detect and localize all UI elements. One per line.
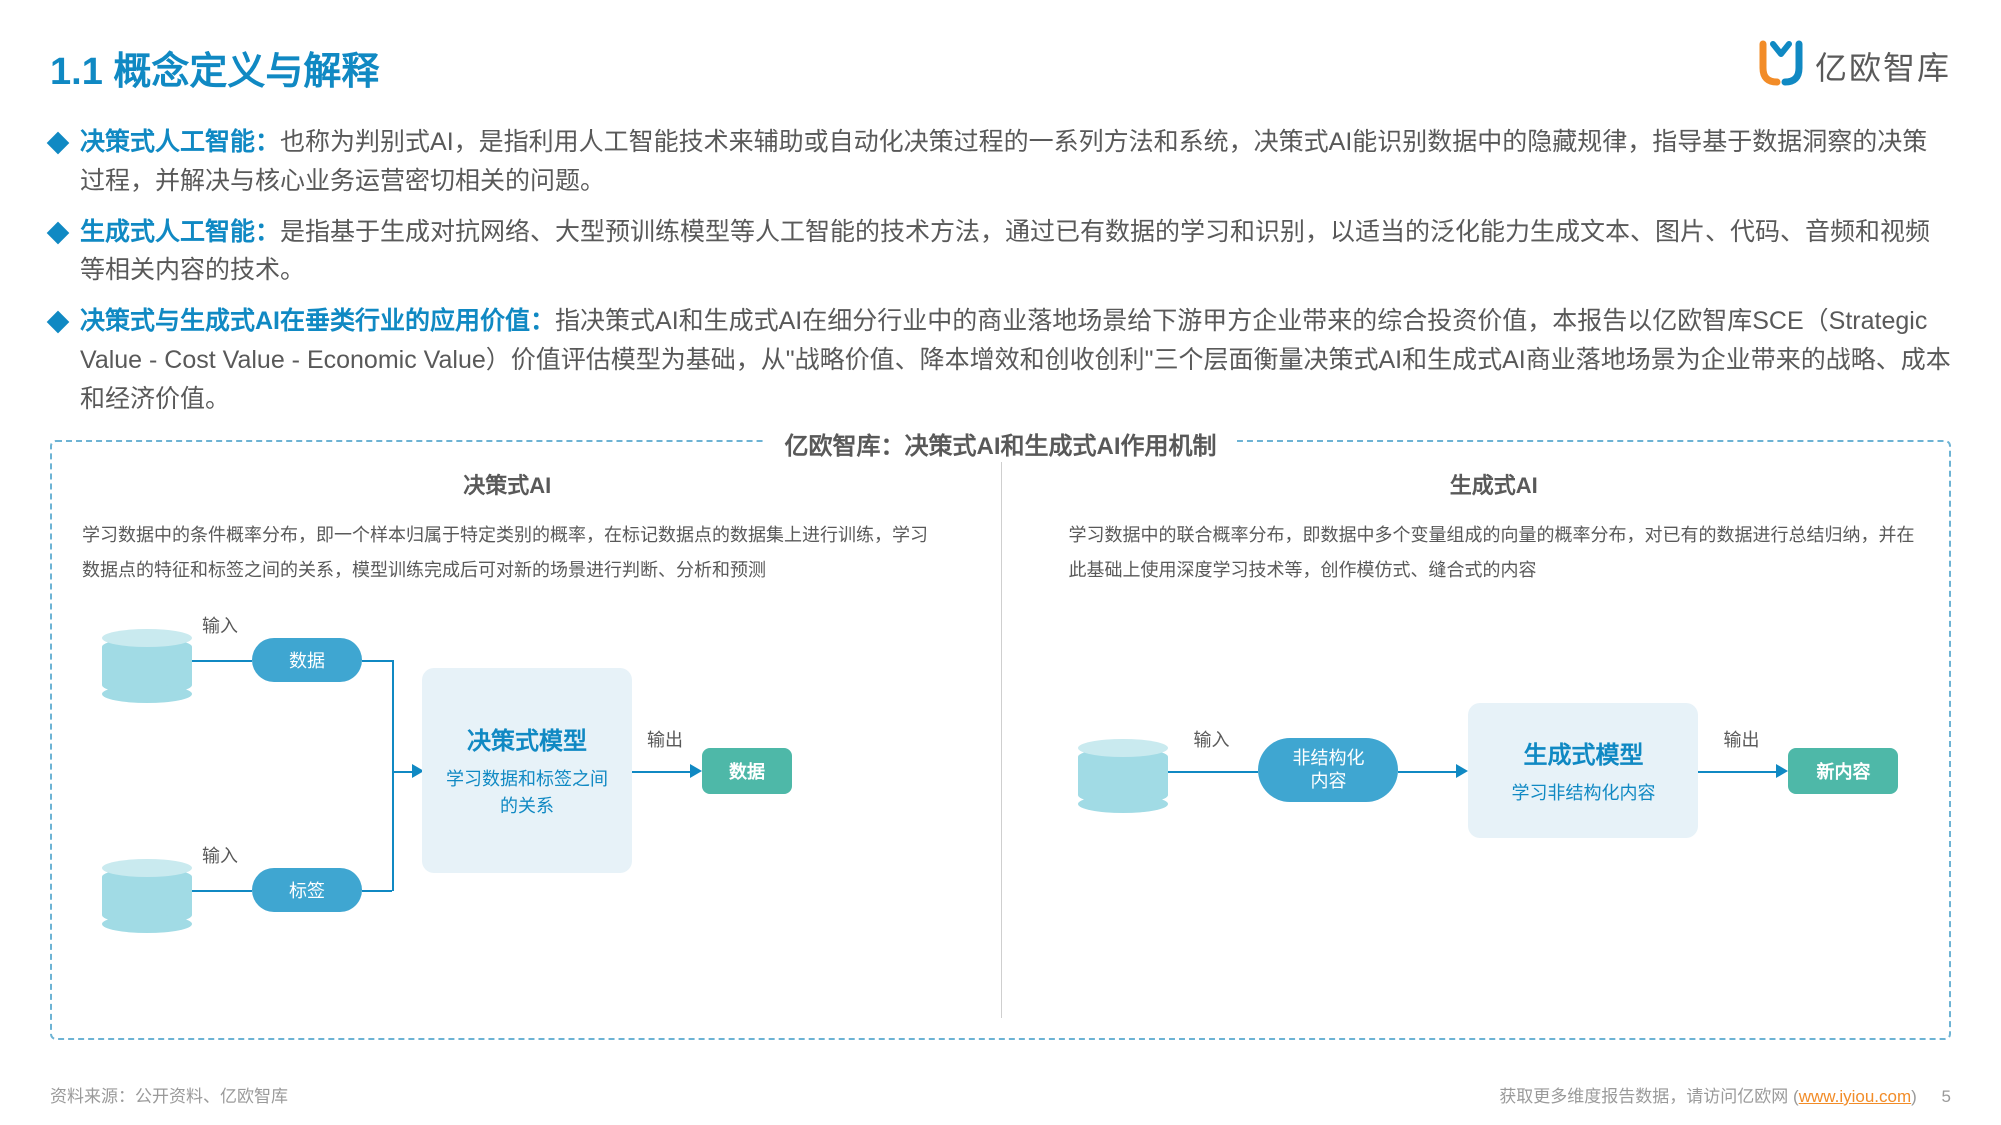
flow-line [1398,771,1456,773]
model-box-title: 决策式模型 [467,721,587,756]
edge-label: 输入 [202,612,238,638]
cylinder-icon [1078,748,1168,804]
footer: 资料来源：公开资料、亿欧智库 获取更多维度报告数据，请访问亿欧网 (www.iy… [50,1082,1951,1107]
arrowhead-icon [1456,764,1468,778]
edge-label: 输出 [647,726,683,752]
flow-line [392,660,394,891]
footer-right: 获取更多维度报告数据，请访问亿欧网 (www.iyiou.com) 5 [1499,1082,1951,1107]
right-panel: 生成式AI 学习数据中的联合概率分布，即数据中多个变量组成的向量的概率分布，对已… [1038,460,1949,1020]
left-panel-title: 决策式AI [82,468,933,500]
left-flow: 输入 输入 数据 标签 决策式模型 学习数据和标签之间的关系 输出 数据 [82,608,933,968]
footer-source: 资料来源：公开资料、亿欧智库 [50,1082,288,1107]
logo-icon [1755,40,1807,92]
model-box-sub: 学习数据和标签之间的关系 [442,766,612,820]
diamond-icon [47,311,70,334]
flow-line [1698,771,1776,773]
model-box-sub: 学习非结构化内容 [1511,780,1655,807]
flow-line [362,660,392,662]
data-pill: 数据 [252,638,362,682]
cylinder-icon [102,868,192,924]
cylinder-icon [102,638,192,694]
flow-line [632,771,690,773]
unstructured-pill: 非结构化 内容 [1258,738,1398,802]
flow-line [192,890,252,892]
divider-line [1001,462,1002,1018]
edge-label: 输入 [202,842,238,868]
edge-label: 输入 [1193,726,1229,752]
generative-model-box: 生成式模型 学习非结构化内容 [1468,703,1698,838]
brand-logo: 亿欧智库 [1755,40,1951,92]
footer-link-suffix: ) [1911,1087,1917,1106]
left-panel-desc: 学习数据中的条件概率分布，即一个样本归属于特定类别的概率，在标记数据点的数据集上… [82,518,933,588]
arrowhead-icon [690,764,702,778]
label-pill: 标签 [252,868,362,912]
diamond-icon [47,221,70,244]
flow-line [1168,771,1258,773]
right-flow: 输入 非结构化 内容 生成式模型 学习非结构化内容 输出 新内容 [1068,608,1919,968]
bullet-body: 是指基于生成对抗网络、大型预训练模型等人工智能的技术方法，通过已有数据的学习和识… [80,218,1930,285]
footer-link-prefix: 获取更多维度报告数据，请访问亿欧网 ( [1499,1087,1798,1106]
left-panel: 决策式AI 学习数据中的条件概率分布，即一个样本归属于特定类别的概率，在标记数据… [52,460,963,1020]
flow-line [362,890,392,892]
output-box: 新内容 [1788,748,1898,794]
diagram-frame: 亿欧智库：决策式AI和生成式AI作用机制 决策式AI 学习数据中的条件概率分布，… [50,440,1951,1040]
bullet-item: 决策式与生成式AI在垂类行业的应用价值：指决策式AI和生成式AI在细分行业中的商… [50,302,1951,418]
bullet-list: 决策式人工智能：也称为判别式AI，是指利用人工智能技术来辅助或自动化决策过程的一… [50,123,1951,418]
pill-line: 非结构化 [1292,747,1364,770]
page-number: 5 [1942,1087,1951,1106]
bullet-label: 决策式与生成式AI在垂类行业的应用价值： [80,307,555,335]
right-panel-title: 生成式AI [1068,468,1919,500]
arrowhead-icon [1776,764,1788,778]
model-box-title: 生成式模型 [1523,735,1643,770]
slide-title: 1.1 概念定义与解释 [50,40,379,95]
edge-label: 输出 [1723,726,1759,752]
bullet-item: 决策式人工智能：也称为判别式AI，是指利用人工智能技术来辅助或自动化决策过程的一… [50,123,1951,201]
logo-text: 亿欧智库 [1815,43,1951,89]
bullet-body: 也称为判别式AI，是指利用人工智能技术来辅助或自动化决策过程的一系列方法和系统，… [80,128,1927,195]
footer-link[interactable]: www.iyiou.com [1799,1087,1911,1106]
output-box: 数据 [702,748,792,794]
flow-line [392,771,412,773]
right-panel-desc: 学习数据中的联合概率分布，即数据中多个变量组成的向量的概率分布，对已有的数据进行… [1068,518,1919,588]
decision-model-box: 决策式模型 学习数据和标签之间的关系 [422,668,632,873]
bullet-label: 生成式人工智能： [80,218,280,246]
bullet-label: 决策式人工智能： [80,128,280,156]
diamond-icon [47,132,70,155]
bullet-item: 生成式人工智能：是指基于生成对抗网络、大型预训练模型等人工智能的技术方法，通过已… [50,213,1951,291]
pill-line: 内容 [1310,770,1346,793]
frame-title: 亿欧智库：决策式AI和生成式AI作用机制 [765,426,1237,461]
flow-line [192,660,252,662]
